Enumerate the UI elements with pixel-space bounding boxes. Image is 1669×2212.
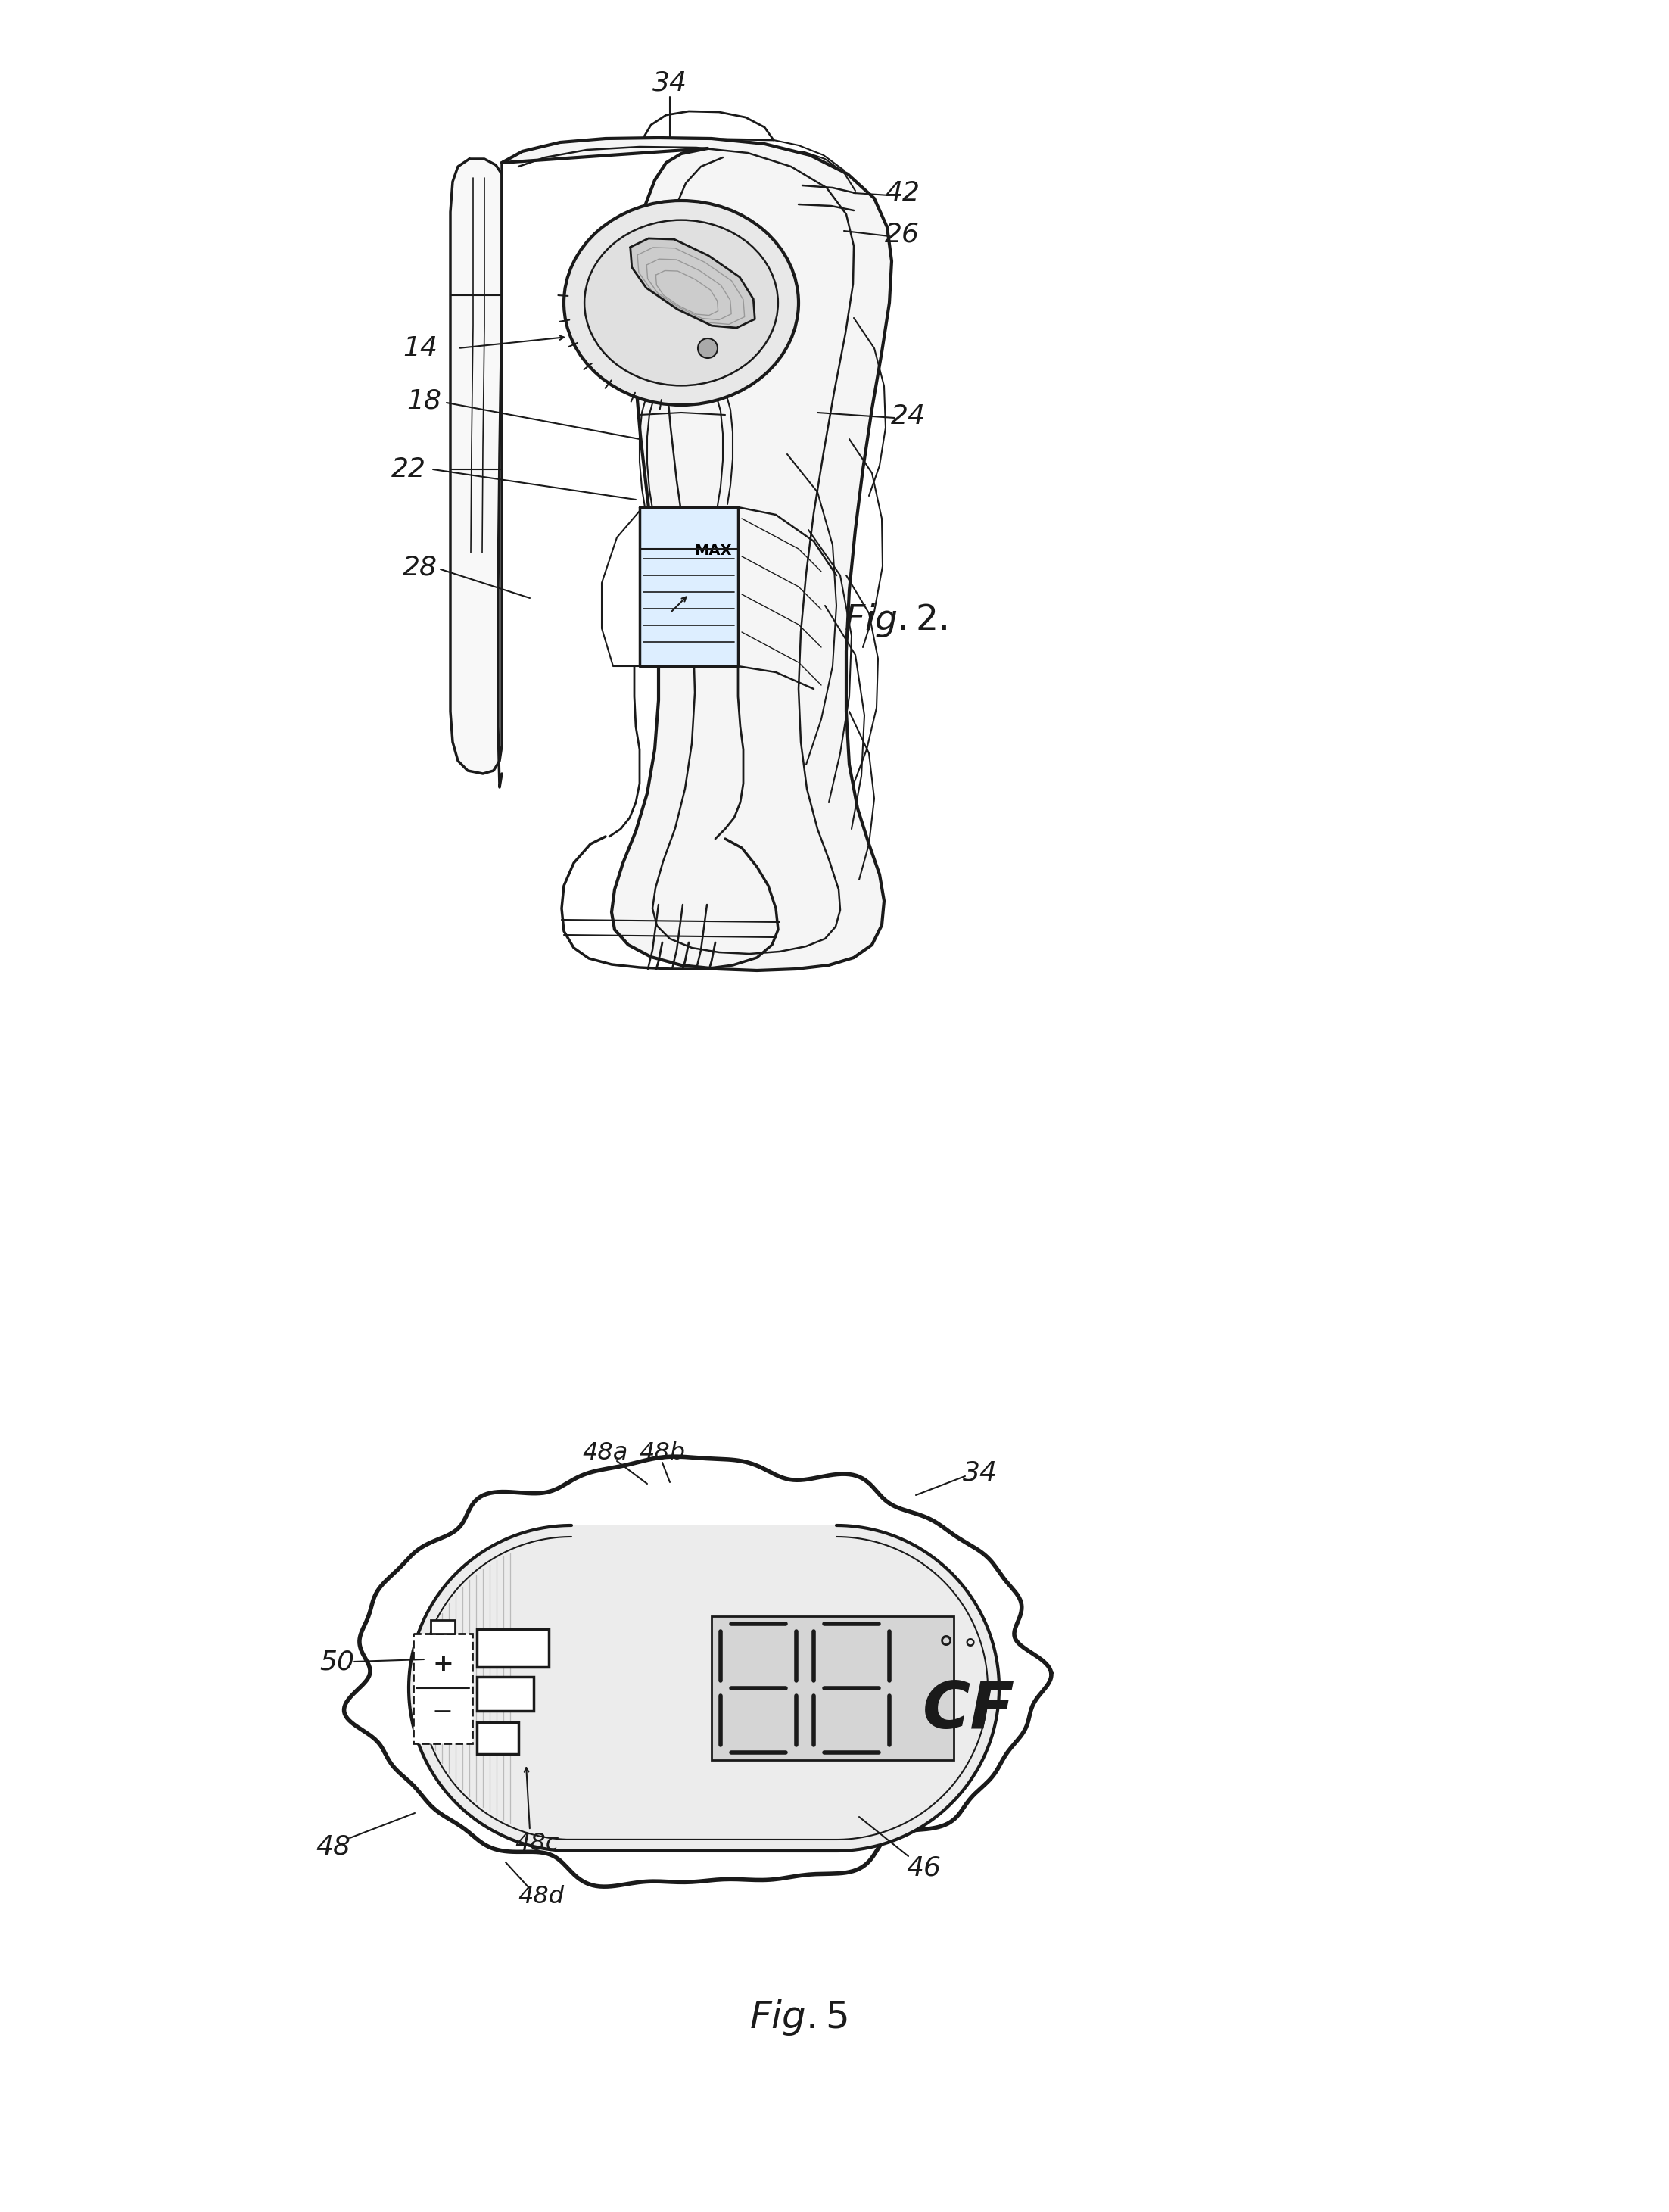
Circle shape (698, 338, 718, 358)
Bar (711, 1617, 953, 1761)
Text: 42: 42 (885, 179, 920, 206)
Text: 34: 34 (963, 1460, 998, 1484)
Text: 24: 24 (891, 403, 926, 429)
Text: 48b: 48b (639, 1442, 686, 1464)
Text: 26: 26 (885, 221, 920, 248)
Text: 46: 46 (906, 1856, 941, 1880)
Bar (431, 1619, 456, 1635)
Bar (639, 507, 738, 666)
Text: 50: 50 (319, 1648, 354, 1674)
Ellipse shape (564, 201, 798, 405)
Bar (414, 1635, 472, 1743)
Text: CF: CF (923, 1679, 1015, 1743)
Text: $\mathit{Fig.2.}$: $\mathit{Fig.2.}$ (845, 602, 948, 639)
Polygon shape (409, 1526, 1000, 1851)
Text: 48a: 48a (582, 1442, 629, 1464)
Text: 22: 22 (391, 456, 426, 482)
Text: 48d: 48d (517, 1885, 564, 1909)
Bar (477, 1723, 519, 1754)
Text: °: ° (938, 1635, 955, 1666)
Text: °: ° (963, 1637, 978, 1663)
Ellipse shape (584, 219, 778, 385)
Polygon shape (451, 159, 502, 774)
Text: +: + (432, 1652, 454, 1677)
Text: −: − (432, 1699, 454, 1725)
Polygon shape (631, 239, 754, 327)
Text: 18: 18 (407, 389, 441, 414)
Text: 28: 28 (402, 555, 437, 580)
Text: 14: 14 (402, 336, 437, 361)
Polygon shape (344, 1458, 1051, 1887)
Text: 48c: 48c (516, 1832, 559, 1856)
Text: $\mathit{Fig.5}$: $\mathit{Fig.5}$ (749, 1997, 848, 2037)
Bar (477, 1677, 534, 1710)
Text: MAX: MAX (694, 544, 733, 557)
Polygon shape (502, 137, 891, 971)
Text: 48: 48 (315, 1834, 350, 1860)
Bar (477, 1628, 549, 1668)
Text: 34: 34 (653, 71, 688, 95)
